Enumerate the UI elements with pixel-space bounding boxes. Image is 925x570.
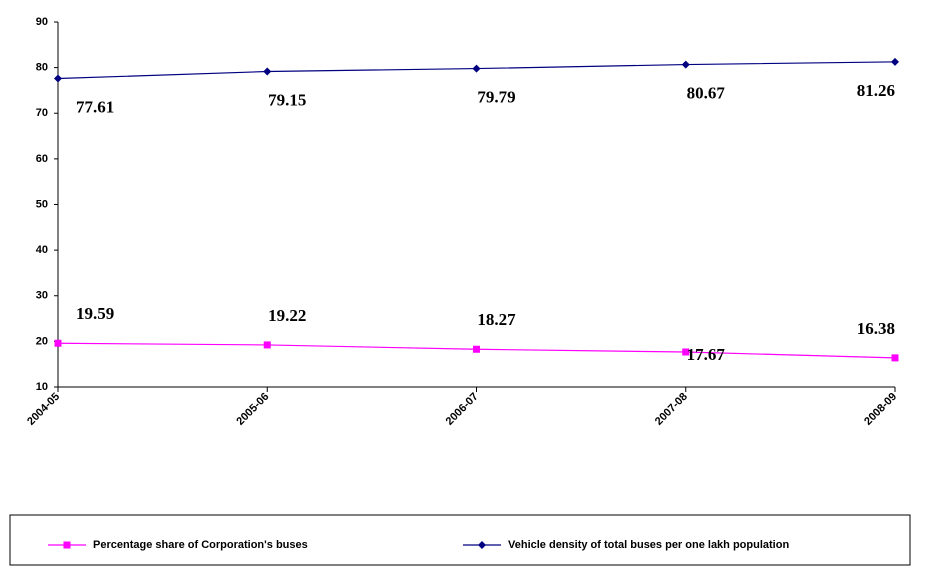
marker — [263, 341, 271, 349]
data-label: 19.22 — [268, 306, 306, 325]
marker — [263, 67, 272, 76]
y-tick-label: 30 — [36, 290, 48, 302]
legend-label: Percentage share of Corporation's buses — [93, 539, 308, 551]
marker — [473, 345, 480, 353]
x-tick-label: 2008-09 — [862, 391, 899, 428]
x-tick-label: 2006-07 — [444, 391, 481, 428]
marker — [891, 354, 899, 362]
data-label: 77.61 — [76, 97, 114, 116]
data-label: 79.79 — [477, 87, 515, 106]
data-label: 18.27 — [477, 310, 516, 329]
y-tick-label: 20 — [36, 335, 48, 347]
y-tick-label: 50 — [36, 198, 48, 210]
marker — [681, 60, 690, 69]
data-label: 81.26 — [857, 81, 895, 100]
x-tick-label: 2004-05 — [25, 391, 62, 428]
x-tick-label: 2007-08 — [653, 391, 690, 428]
legend-label: Vehicle density of total buses per one l… — [508, 539, 789, 551]
data-label: 16.38 — [857, 319, 895, 338]
legend-box — [9, 514, 911, 566]
y-tick-label: 90 — [36, 16, 48, 28]
y-tick-label: 60 — [36, 153, 48, 165]
y-tick-label: 10 — [36, 381, 48, 393]
y-tick-label: 40 — [36, 244, 48, 256]
marker — [472, 64, 481, 73]
x-tick-label: 2005-06 — [234, 391, 271, 428]
marker — [54, 339, 62, 347]
marker — [891, 57, 899, 66]
y-tick-label: 70 — [36, 107, 48, 119]
legend-marker — [63, 541, 71, 549]
data-label: 79.15 — [268, 90, 306, 109]
marker — [54, 74, 62, 83]
marker — [682, 348, 690, 356]
legend-marker — [478, 541, 486, 549]
data-label: 17.67 — [687, 345, 726, 364]
data-label: 19.59 — [76, 304, 114, 323]
data-label: 80.67 — [687, 83, 726, 102]
y-tick-label: 80 — [36, 62, 48, 74]
